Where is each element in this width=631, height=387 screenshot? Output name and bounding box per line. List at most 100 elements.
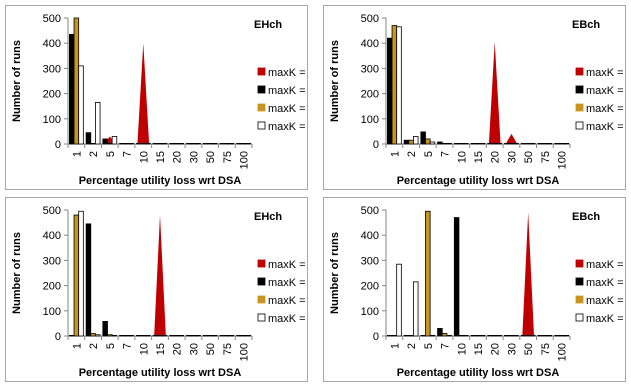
x-tick-label: 5 (423, 343, 435, 349)
y-tick-label: 500 (43, 205, 61, 217)
spike-mark (154, 215, 166, 336)
chart-svg: 0 100 200 300 400 500 1 2 5 7 10 15 20 30 50 75 100 Numbe… (329, 205, 625, 379)
bar-mark (207, 142, 213, 145)
x-tick-label: 75 (222, 151, 234, 163)
x-tick-label: 1 (71, 151, 83, 157)
legend-label: maxK = 3 (586, 121, 625, 133)
chart-title: EBch (572, 211, 600, 223)
x-tick-label: 10 (456, 151, 468, 163)
bar-mark (408, 139, 414, 145)
bar-mark (537, 142, 543, 145)
bar-mark (396, 26, 402, 145)
bar-mark (475, 142, 481, 145)
bar-mark (408, 334, 414, 337)
y-tick-label: 400 (43, 38, 61, 50)
bar-mark (90, 333, 96, 337)
legend-label: maxK = 2 (268, 295, 307, 307)
chart-title: EBch (572, 19, 600, 31)
x-tick-label: 10 (138, 343, 150, 355)
bar-mark (157, 142, 163, 145)
legend-label: maxK = 3 (268, 313, 307, 325)
bar-mark (178, 142, 185, 145)
bar-mark (228, 142, 235, 145)
x-tick-label: 50 (523, 343, 535, 355)
bar-mark (446, 142, 452, 145)
y-axis-label: Number of runs (329, 232, 341, 314)
y-tick-label: 500 (361, 205, 379, 217)
bar-mark (492, 142, 498, 145)
x-tick-label: 7 (122, 151, 134, 157)
bar-mark (413, 281, 419, 337)
x-tick-label: 2 (88, 343, 100, 349)
legend-label: maxK = 1 (586, 277, 625, 289)
bar-mark (446, 334, 452, 337)
x-tick-label: 7 (440, 343, 452, 349)
x-tick-label: 2 (406, 343, 418, 349)
x-tick-label: 50 (205, 343, 217, 355)
bar-mark (145, 334, 151, 337)
bar-mark (546, 142, 553, 145)
y-tick-label: 200 (43, 89, 61, 101)
y-tick-label: 100 (361, 306, 379, 318)
bar-mark (95, 334, 101, 337)
bar-mark (391, 334, 398, 337)
y-tick-label: 300 (361, 63, 379, 75)
x-tick-label: 10 (138, 151, 150, 163)
x-tick-label: 30 (188, 343, 200, 355)
legend-label: maxK = 2 (586, 103, 625, 115)
x-tick-label: 1 (389, 151, 401, 157)
bar-mark (504, 334, 510, 337)
y-tick-label: 400 (361, 230, 379, 242)
bar-mark (458, 334, 464, 337)
bar-mark (563, 142, 570, 145)
chart-panel-top-left: 0 100 200 300 400 500 1 2 5 7 10 15 20 30 50 75 100 Numbe… (5, 5, 308, 190)
x-tick-label: 15 (473, 343, 485, 355)
chart-title: EHch (254, 211, 282, 223)
bar-mark (492, 334, 498, 337)
bar-mark (513, 142, 519, 145)
legend-label: maxK = 0 (586, 259, 625, 271)
bar-mark (470, 142, 477, 145)
bar-mark (174, 142, 180, 145)
bar-mark (190, 142, 197, 145)
bar-mark (68, 33, 75, 145)
bar-mark (140, 334, 146, 337)
y-tick-label: 100 (43, 114, 61, 126)
legend-swatch (575, 313, 584, 322)
bar-mark (420, 334, 426, 337)
bar-mark (520, 142, 527, 145)
bar-mark (161, 334, 168, 337)
bar-mark (475, 334, 481, 337)
y-tick-label: 500 (361, 13, 379, 25)
bar-mark (224, 142, 230, 145)
y-tick-label: 200 (361, 281, 379, 293)
legend-swatch (257, 259, 266, 268)
bar-mark (453, 142, 460, 145)
x-tick-label: 15 (473, 151, 485, 163)
bar-mark (558, 142, 565, 145)
bar-mark (554, 142, 560, 145)
bar-mark (212, 334, 218, 337)
x-tick-label: 50 (205, 151, 217, 163)
legend-swatch (575, 121, 584, 130)
y-axis-label: Number of runs (329, 40, 341, 122)
x-tick-label: 1 (71, 343, 83, 349)
bar-mark (413, 136, 419, 145)
bar-mark (228, 334, 235, 337)
y-tick-label: 0 (373, 139, 379, 151)
x-tick-label: 100 (557, 151, 569, 169)
bar-mark (178, 334, 185, 337)
legend-swatch (575, 85, 584, 94)
bar-mark (504, 142, 510, 145)
spike-mark (522, 212, 535, 336)
bar-mark (537, 334, 543, 337)
legend-swatch (575, 259, 584, 268)
bar-mark (487, 334, 493, 337)
y-tick-label: 400 (43, 230, 61, 242)
bar-mark (140, 142, 146, 145)
bar-mark (85, 223, 92, 337)
bar-mark (85, 132, 92, 145)
bar-mark (437, 328, 443, 337)
legend-label: maxK = 1 (268, 277, 307, 289)
legend-swatch (257, 295, 266, 304)
